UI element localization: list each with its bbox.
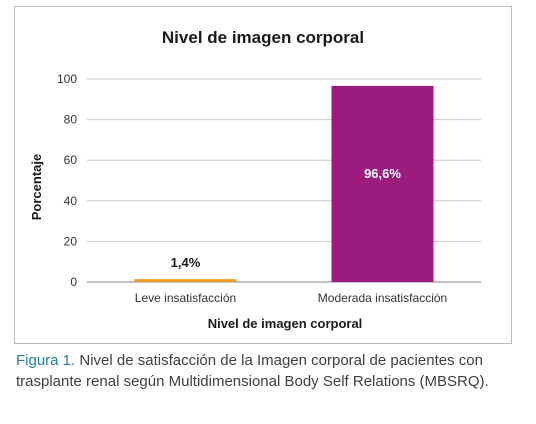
bar	[134, 279, 237, 282]
bar-data-label: 1,4%	[171, 255, 201, 270]
y-tick-label: 40	[64, 194, 78, 208]
bar-data-label: 96,6%	[364, 166, 401, 181]
y-tick-label: 60	[64, 153, 78, 167]
y-tick-label: 80	[64, 113, 78, 127]
chart-title: Nivel de imagen corporal	[162, 28, 364, 47]
y-axis-ticks: 0 20 40 60 80 100	[57, 72, 77, 289]
x-category-label: Leve insatisfacción	[135, 291, 236, 305]
y-tick-label: 100	[57, 72, 77, 86]
figure-number: Figura 1.	[16, 352, 76, 369]
bars: 1,4% 96,6%	[134, 85, 434, 282]
x-axis-title: Nivel de imagen corporal	[208, 316, 363, 331]
y-tick-label: 0	[70, 275, 77, 289]
bar-chart: Nivel de imagen corporal 0 20 40 60 80 100 1,…	[29, 28, 481, 331]
caption-text: Nivel de satisfacción de la Imagen corpo…	[16, 352, 489, 390]
figure-caption: Figura 1. Nivel de satisfacción de la Im…	[16, 350, 526, 392]
y-axis-title: Porcentaje	[29, 154, 44, 220]
bar	[331, 85, 434, 282]
chart-frame: Nivel de imagen corporal 0 20 40 60 80 100 1,…	[14, 6, 512, 344]
y-tick-label: 20	[64, 234, 78, 248]
x-axis-categories: Leve insatisfacción Moderada insatisfacci…	[135, 291, 447, 305]
x-category-label: Moderada insatisfacción	[318, 291, 447, 305]
